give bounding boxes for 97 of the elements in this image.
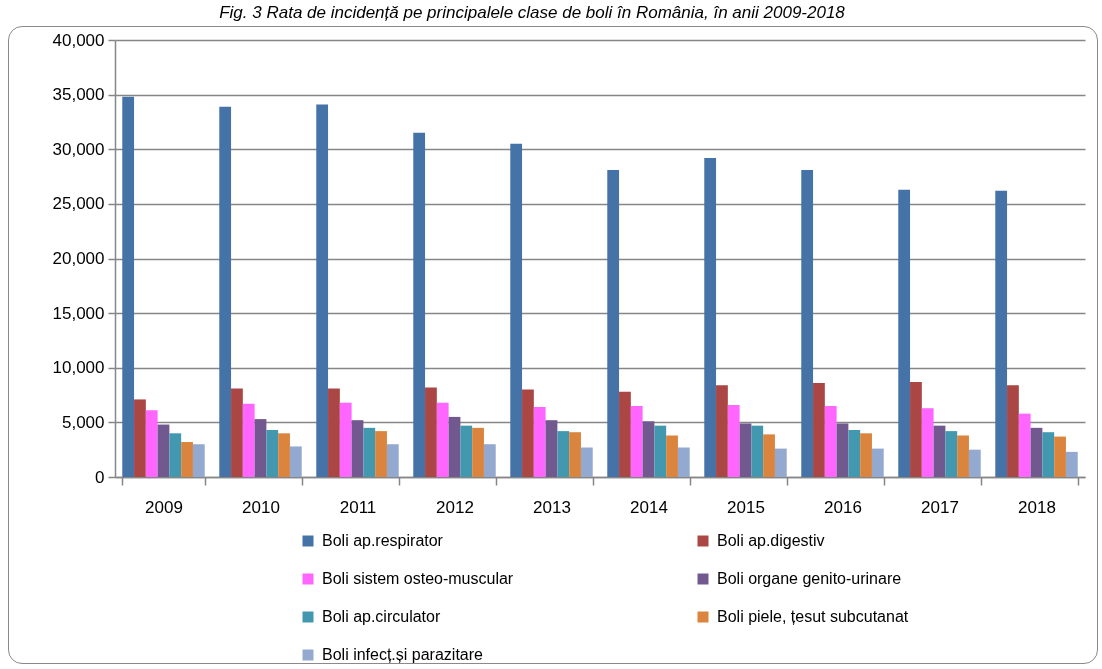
bar	[436, 402, 449, 477]
bar	[619, 391, 631, 477]
legend-label: Boli organe genito-urinare	[717, 570, 902, 587]
y-tick-label: 0	[95, 467, 105, 487]
bar	[957, 435, 969, 477]
bar	[413, 132, 426, 477]
bar	[483, 444, 496, 477]
bar	[219, 106, 232, 477]
x-tick-label: 2017	[921, 497, 959, 517]
bar	[339, 402, 352, 477]
bar	[801, 170, 814, 477]
legend-label: Boli ap.circulator	[322, 608, 441, 625]
bar	[727, 404, 740, 477]
bar	[910, 381, 922, 477]
bar	[266, 430, 279, 477]
bar	[774, 448, 787, 477]
bar	[510, 143, 523, 477]
bar	[448, 416, 461, 477]
bar	[145, 410, 158, 477]
bar	[968, 449, 981, 477]
bar	[363, 427, 376, 477]
bar	[557, 431, 570, 477]
bar	[848, 430, 861, 477]
bar	[157, 424, 170, 477]
bar	[472, 427, 484, 477]
bar	[763, 434, 775, 477]
y-tick-label: 40,000	[52, 30, 105, 50]
bar	[386, 444, 399, 477]
bar	[1018, 413, 1031, 477]
bar	[1065, 451, 1078, 477]
legend-label: Boli ap.digestiv	[717, 532, 825, 549]
bar	[328, 388, 340, 477]
bar	[545, 420, 558, 477]
bar	[642, 421, 655, 477]
x-tick-label: 2013	[533, 497, 571, 517]
bar	[945, 431, 958, 477]
bar	[1054, 436, 1066, 477]
bar	[1030, 427, 1043, 477]
bar	[181, 442, 193, 477]
bar	[607, 170, 620, 477]
y-tick-label: 5,000	[61, 412, 105, 432]
y-tick-label: 15,000	[52, 303, 105, 323]
y-tick-label: 20,000	[52, 249, 105, 268]
x-tick-label: 2012	[436, 497, 474, 517]
x-tick-label: 2011	[339, 497, 377, 517]
bar	[933, 425, 946, 477]
x-tick-label: 2016	[824, 497, 862, 517]
bar	[580, 447, 593, 477]
x-tick-label: 2018	[1018, 497, 1056, 517]
bar	[716, 385, 728, 477]
y-tick-label: 10,000	[52, 358, 105, 378]
bar	[654, 425, 667, 477]
bar	[134, 399, 146, 477]
bar	[231, 388, 243, 477]
legend-label: Boli infecț.și parazitare	[322, 646, 484, 663]
bar	[351, 420, 364, 477]
bar	[169, 433, 182, 477]
bar	[813, 383, 825, 477]
bar	[522, 389, 534, 477]
bar	[569, 432, 581, 477]
bar	[666, 435, 678, 477]
bar	[278, 433, 290, 477]
bar	[122, 96, 135, 477]
bar	[460, 425, 473, 477]
y-tick-label: 30,000	[52, 139, 105, 159]
y-tick-label: 35,000	[52, 85, 105, 105]
legend-label: Boli piele, țesut subcutanat	[717, 608, 909, 625]
bar	[375, 431, 387, 477]
bar	[871, 448, 884, 477]
bar	[995, 190, 1008, 477]
bar	[242, 403, 255, 477]
bar	[751, 425, 764, 477]
bar	[836, 423, 849, 477]
bar	[739, 423, 752, 477]
y-tick-label: 25,000	[52, 194, 105, 214]
bar	[860, 433, 872, 477]
bar	[289, 446, 302, 477]
bar	[1042, 432, 1055, 477]
x-tick-label: 2009	[145, 497, 183, 517]
legend-label: Boli sistem osteo-muscular	[322, 570, 514, 587]
bar	[824, 405, 837, 477]
bar	[677, 447, 690, 477]
x-tick-label: 2010	[242, 497, 280, 517]
bar	[254, 419, 267, 477]
bar	[533, 407, 546, 477]
legend-label: Boli ap.respirator	[322, 532, 444, 549]
bar	[630, 405, 643, 477]
chart-title: Fig. 3 Rata de incidență pe principalele clase de boli în România, în anii 2009-2018	[219, 3, 846, 22]
bar	[898, 189, 911, 477]
x-tick-label: 2015	[727, 497, 765, 517]
bar	[316, 104, 329, 477]
bar	[192, 444, 205, 477]
bar	[704, 157, 717, 477]
bar	[921, 408, 934, 477]
x-tick-label: 2014	[630, 497, 668, 517]
bar	[1007, 385, 1019, 477]
bar	[425, 387, 437, 477]
